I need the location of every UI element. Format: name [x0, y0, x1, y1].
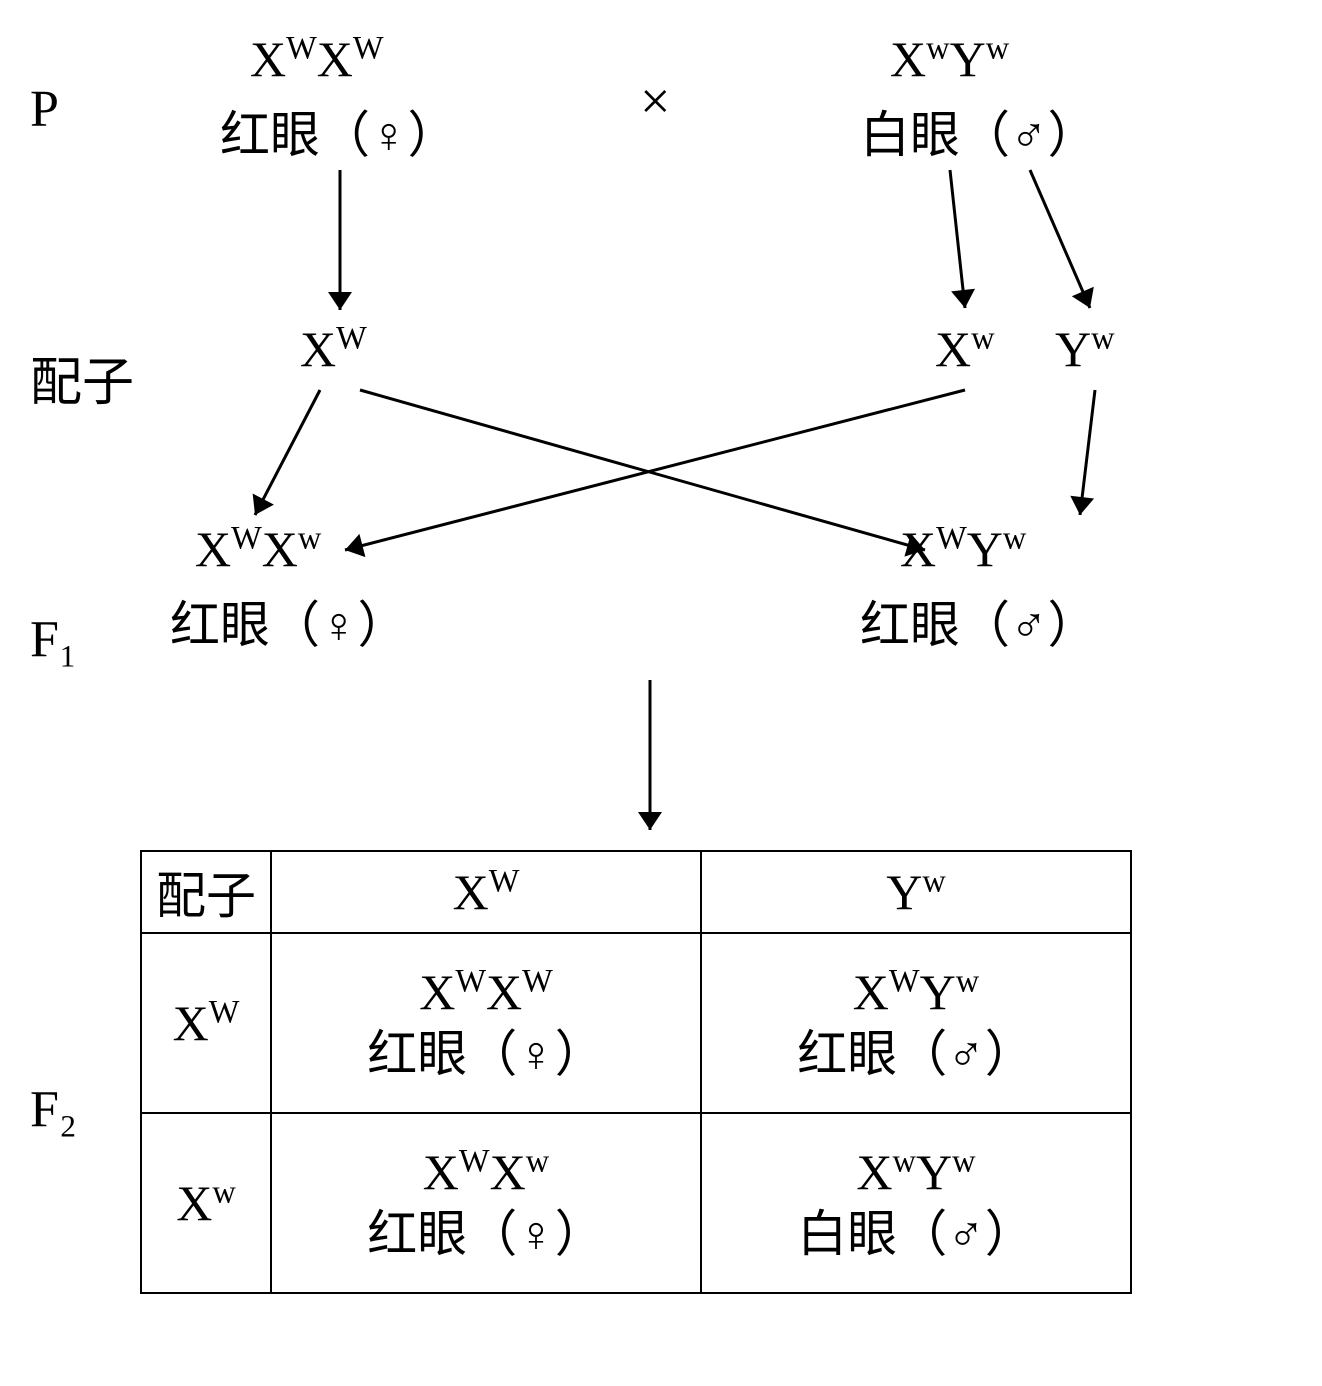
cell-0-0: XWXW 红眼（♀）	[271, 933, 701, 1113]
F1-female-phenotype: 红眼（♀）	[170, 585, 408, 657]
text: 白眼（♂）	[860, 107, 1098, 163]
col-header-1: Yw	[701, 851, 1131, 933]
text: 红眼（♀）	[220, 107, 458, 163]
f2-punnett-table: 配子 XW Yw XW XWXW 红眼（♀） XWYw 红	[140, 850, 1132, 1294]
text: XW	[300, 321, 367, 377]
cell-phenotype: 红眼（♀）	[367, 1206, 605, 1262]
table-row: XW XWXW 红眼（♀） XWYw 红眼（♂）	[141, 933, 1131, 1113]
text: XW	[173, 995, 240, 1051]
text: Yw	[1055, 321, 1115, 377]
table-row: Xw XWXw 红眼（♀） XwYw 白眼（♂）	[141, 1113, 1131, 1293]
text: 配子	[156, 868, 256, 924]
gamete-female: XW	[300, 320, 367, 378]
row-label-gametes: 配子	[30, 340, 134, 415]
row-header-0: XW	[141, 933, 271, 1113]
table-header-row: 配子 XW Yw	[141, 851, 1131, 933]
gamete-male-1: Xw	[935, 320, 995, 378]
P-female-genotype: XWXW	[250, 30, 384, 88]
cell-phenotype: 红眼（♀）	[367, 1026, 605, 1082]
text: 配子	[30, 355, 134, 412]
P-male-genotype: XwYw	[890, 30, 1009, 88]
F1-male-genotype: XWYw	[900, 520, 1026, 578]
cell-0-1: XWYw 红眼（♂）	[701, 933, 1131, 1113]
genetics-cross-diagram: P 配子 F₁ F₂ XWXW 红眼（♀） × XwYw 白眼（♂） XW Xw…	[20, 20, 1300, 1366]
text: XWYw	[900, 521, 1026, 577]
cell-1-0: XWXw 红眼（♀）	[271, 1113, 701, 1293]
text: ×	[640, 71, 670, 131]
row-label-F1: F₁	[30, 610, 77, 669]
row-label-P: P	[30, 80, 59, 139]
text: Xw	[176, 1175, 236, 1231]
row-header-1: Xw	[141, 1113, 271, 1293]
text: F₂	[30, 1081, 77, 1138]
text: Yw	[886, 864, 946, 920]
text: F₁	[30, 611, 77, 668]
text: Xw	[935, 321, 995, 377]
text: XWXw	[195, 521, 321, 577]
text: P	[30, 81, 59, 138]
F1-male-phenotype: 红眼（♂）	[860, 585, 1098, 657]
cell-phenotype: 白眼（♂）	[797, 1206, 1035, 1262]
text: XWXW	[250, 31, 384, 87]
cell-genotype: XWYw	[853, 964, 979, 1020]
text: XwYw	[890, 31, 1009, 87]
text: 红眼（♀）	[170, 597, 408, 653]
table-corner: 配子	[141, 851, 271, 933]
cell-genotype: XWXW	[419, 964, 553, 1020]
cell-genotype: XwYw	[856, 1144, 975, 1200]
cell-1-1: XwYw 白眼（♂）	[701, 1113, 1131, 1293]
row-label-F2: F₂	[30, 1080, 77, 1139]
cross-symbol: ×	[640, 70, 670, 132]
text: 红眼（♂）	[860, 597, 1098, 653]
cell-genotype: XWXw	[423, 1144, 549, 1200]
text: XW	[453, 864, 520, 920]
cell-phenotype: 红眼（♂）	[797, 1026, 1035, 1082]
col-header-0: XW	[271, 851, 701, 933]
P-male-phenotype: 白眼（♂）	[860, 95, 1098, 167]
gamete-male-2: Yw	[1055, 320, 1115, 378]
P-female-phenotype: 红眼（♀）	[220, 95, 458, 167]
F1-female-genotype: XWXw	[195, 520, 321, 578]
